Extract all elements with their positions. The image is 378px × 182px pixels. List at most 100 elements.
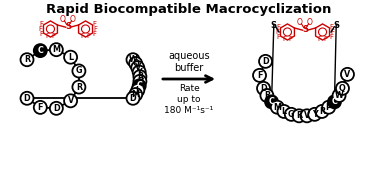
Text: F: F — [288, 36, 293, 42]
Text: C: C — [332, 97, 338, 106]
Circle shape — [316, 105, 328, 118]
Circle shape — [131, 61, 144, 74]
Text: F: F — [93, 26, 97, 32]
Text: L: L — [135, 86, 140, 95]
Circle shape — [133, 66, 146, 79]
Circle shape — [271, 101, 284, 114]
Text: Y: Y — [312, 110, 318, 119]
Text: P: P — [326, 103, 332, 112]
Text: Q: Q — [132, 59, 139, 68]
Text: O: O — [60, 15, 66, 24]
Text: F: F — [37, 103, 43, 112]
Text: V: V — [135, 63, 141, 72]
Text: F: F — [324, 36, 328, 42]
Text: D: D — [53, 104, 60, 113]
Text: W: W — [129, 55, 138, 64]
Circle shape — [133, 79, 146, 92]
Circle shape — [265, 95, 278, 108]
Text: F: F — [330, 24, 334, 30]
Text: V: V — [344, 70, 350, 79]
Text: D: D — [130, 94, 136, 103]
Text: F: F — [276, 34, 280, 40]
Circle shape — [131, 84, 144, 97]
Text: L: L — [68, 53, 73, 62]
Text: M: M — [52, 45, 60, 54]
Text: R: R — [319, 107, 325, 116]
Text: R: R — [137, 72, 143, 81]
Text: F: F — [93, 31, 97, 37]
Text: F: F — [39, 31, 43, 37]
Text: V: V — [304, 111, 310, 120]
Text: S: S — [333, 21, 339, 30]
Text: C: C — [269, 97, 274, 106]
Circle shape — [34, 101, 47, 114]
Circle shape — [257, 82, 270, 95]
Text: F: F — [276, 29, 280, 35]
Circle shape — [50, 102, 63, 115]
Circle shape — [127, 53, 139, 66]
Text: S: S — [302, 25, 308, 34]
Text: Q: Q — [339, 84, 346, 93]
Circle shape — [20, 92, 34, 105]
Circle shape — [50, 43, 63, 56]
Circle shape — [133, 75, 146, 88]
Text: L: L — [281, 107, 287, 116]
Text: D: D — [24, 94, 30, 103]
Text: F: F — [282, 36, 287, 42]
Text: Y: Y — [136, 68, 142, 77]
Text: F: F — [257, 71, 262, 80]
Text: F: F — [330, 34, 334, 40]
Text: Rate
up to
180 M⁻¹s⁻¹: Rate up to 180 M⁻¹s⁻¹ — [164, 84, 214, 115]
Text: F: F — [51, 33, 56, 39]
Circle shape — [328, 95, 341, 108]
Circle shape — [308, 108, 321, 121]
Circle shape — [133, 70, 146, 83]
Circle shape — [277, 105, 290, 118]
Circle shape — [322, 101, 335, 114]
Text: R: R — [24, 55, 30, 64]
Text: O: O — [70, 15, 76, 24]
Text: C: C — [136, 81, 142, 90]
Text: F: F — [276, 24, 280, 30]
Circle shape — [127, 92, 139, 105]
Text: G: G — [76, 66, 82, 76]
Circle shape — [253, 69, 266, 82]
Text: F: F — [318, 36, 321, 42]
Text: Rapid Biocompatible Macrocyclization: Rapid Biocompatible Macrocyclization — [46, 3, 332, 16]
Text: aqueous
buffer: aqueous buffer — [168, 51, 210, 73]
Circle shape — [34, 44, 47, 57]
Circle shape — [341, 68, 354, 81]
Circle shape — [301, 109, 313, 122]
Text: P: P — [137, 77, 143, 86]
Circle shape — [333, 89, 345, 102]
Text: O: O — [307, 18, 313, 27]
Text: F: F — [87, 33, 91, 39]
Text: V: V — [67, 96, 74, 105]
Text: F: F — [39, 26, 43, 32]
Circle shape — [285, 108, 298, 121]
Text: O: O — [297, 18, 303, 27]
Circle shape — [260, 89, 273, 102]
Circle shape — [20, 53, 34, 66]
Circle shape — [73, 64, 85, 78]
Circle shape — [64, 94, 77, 107]
Text: C: C — [37, 46, 43, 55]
Circle shape — [259, 55, 272, 68]
Text: G: G — [288, 110, 294, 119]
Circle shape — [64, 51, 77, 64]
Text: F: F — [39, 21, 43, 27]
Circle shape — [336, 82, 349, 95]
Text: S: S — [65, 22, 71, 31]
Text: S: S — [271, 21, 277, 30]
Text: F: F — [93, 21, 97, 27]
Text: F: F — [45, 33, 50, 39]
Text: M: M — [273, 103, 281, 112]
Text: D: D — [262, 57, 269, 66]
Circle shape — [293, 109, 305, 122]
Text: R: R — [76, 83, 82, 92]
Circle shape — [73, 81, 85, 94]
Circle shape — [129, 57, 142, 70]
Text: F: F — [330, 29, 334, 35]
Text: M: M — [132, 90, 140, 99]
Text: R: R — [264, 91, 270, 100]
